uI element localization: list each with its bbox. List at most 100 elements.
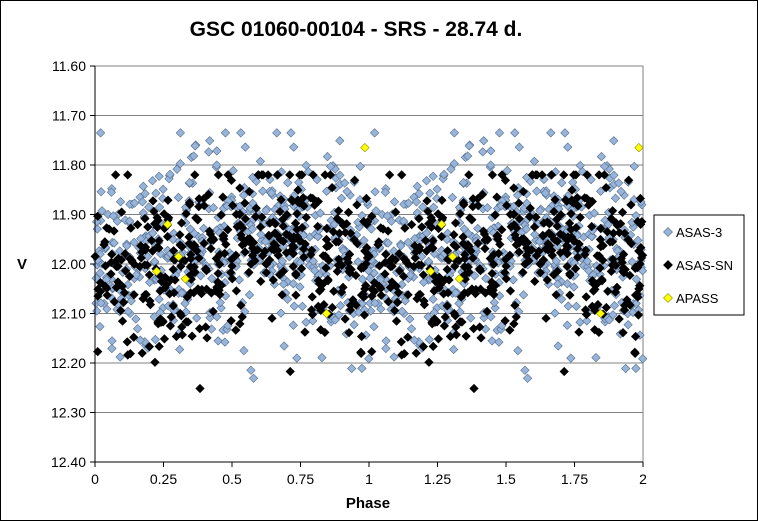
legend-marker (663, 227, 673, 237)
asassn-point (546, 170, 557, 180)
asassn-point (154, 243, 164, 253)
asassn-point (610, 287, 621, 297)
asas3-point (494, 337, 504, 347)
asassn-point (527, 245, 537, 255)
asassn-point (100, 237, 110, 247)
asassn-point (329, 286, 339, 296)
asassn-point (342, 254, 352, 264)
asassn-point (520, 259, 530, 269)
asas3-point (228, 165, 238, 176)
asas3-point (185, 279, 195, 289)
asassn-point (236, 300, 246, 311)
asas3-point (569, 282, 579, 292)
y-axis-title: V (17, 256, 27, 273)
asassn-point (166, 312, 176, 322)
asassn-point (356, 348, 366, 358)
asassn-point (140, 260, 150, 270)
asas3-point (258, 186, 268, 196)
asas3-point (455, 307, 465, 317)
asassn-point (606, 214, 616, 224)
asassn-point (201, 266, 212, 276)
asassn-point (327, 183, 337, 193)
asassn-point (624, 175, 634, 185)
x-tick-label: 1.5 (496, 471, 516, 487)
asassn-point (602, 227, 612, 237)
asassn-point (333, 206, 344, 216)
x-tick-label: 1.25 (424, 471, 451, 487)
y-tick-labels: 11.60 11.70 11.80 11.90 12.00 12.10 12.20 12.30… (51, 58, 86, 470)
asas3-point (175, 159, 185, 169)
asassn-point (390, 207, 401, 217)
asassn-point (599, 170, 610, 180)
asas3-point (322, 151, 333, 162)
asassn-point (256, 276, 266, 286)
asassn-point (626, 200, 636, 210)
asassn-point (232, 222, 242, 232)
asassn-point (637, 217, 647, 227)
asassn-point (261, 259, 271, 269)
asas3-point (596, 186, 606, 196)
asas3-point (266, 188, 277, 198)
asassn-point (340, 314, 350, 324)
apass-point (426, 266, 436, 277)
asassn-point (129, 290, 139, 300)
asassn-point (489, 290, 499, 300)
asas3-point (107, 336, 117, 346)
y-tick-label: 11.70 (52, 108, 86, 124)
asassn-point (469, 323, 479, 334)
asassn-point (635, 193, 645, 204)
asassn-point (246, 259, 256, 269)
asas3-point (147, 176, 158, 186)
asassn-point (607, 237, 618, 247)
asassn-point (177, 330, 187, 340)
asassn-point (323, 274, 333, 285)
asassn-point (176, 218, 187, 228)
asassn-point (102, 290, 112, 300)
asassn-point (611, 260, 621, 270)
asassn-point (337, 260, 347, 270)
asassn-point (559, 170, 569, 180)
asassn-point (535, 268, 545, 278)
asassn-point (144, 342, 155, 352)
asas3-point (449, 159, 459, 169)
asas3-point (582, 256, 592, 266)
asas3-point (115, 197, 126, 207)
asas3-point (109, 238, 119, 248)
asas3-point (514, 142, 524, 152)
asassn-point (598, 255, 608, 265)
asassn-point (564, 218, 575, 228)
apass-point (180, 274, 191, 284)
asas3-point (405, 270, 415, 280)
asassn-point (451, 322, 461, 332)
asassn-point (492, 192, 502, 202)
asas3-point (240, 142, 250, 152)
asassn-point (630, 331, 641, 342)
chart-title: GSC 01060-00104 - SRS - 28.74 d. (190, 18, 523, 41)
asas3-point (95, 128, 106, 138)
asassn-point (293, 185, 303, 195)
asassn-point (332, 214, 342, 224)
asassn-point (356, 331, 367, 342)
asas3-point (629, 161, 639, 171)
asassn-point (301, 212, 311, 223)
asassn-point (342, 219, 352, 229)
asas3-point (604, 315, 614, 325)
asas3-point (138, 181, 148, 191)
asassn-point (369, 286, 380, 297)
asas3-point (108, 211, 118, 221)
asas3-point (447, 192, 458, 203)
apass-point (454, 274, 465, 284)
asassn-point (544, 228, 554, 238)
asassn-point (165, 321, 175, 331)
asas3-point (562, 320, 572, 330)
asassn-point (292, 209, 302, 219)
asas3-point (335, 136, 345, 146)
asassn-point (410, 253, 420, 263)
asassn-point (449, 230, 459, 240)
asas3-point (123, 306, 133, 316)
asassn-point (278, 266, 289, 276)
asassn-point (136, 253, 146, 263)
asassn-point (580, 249, 590, 260)
asassn-point (129, 332, 139, 342)
asas3-point (353, 257, 363, 267)
